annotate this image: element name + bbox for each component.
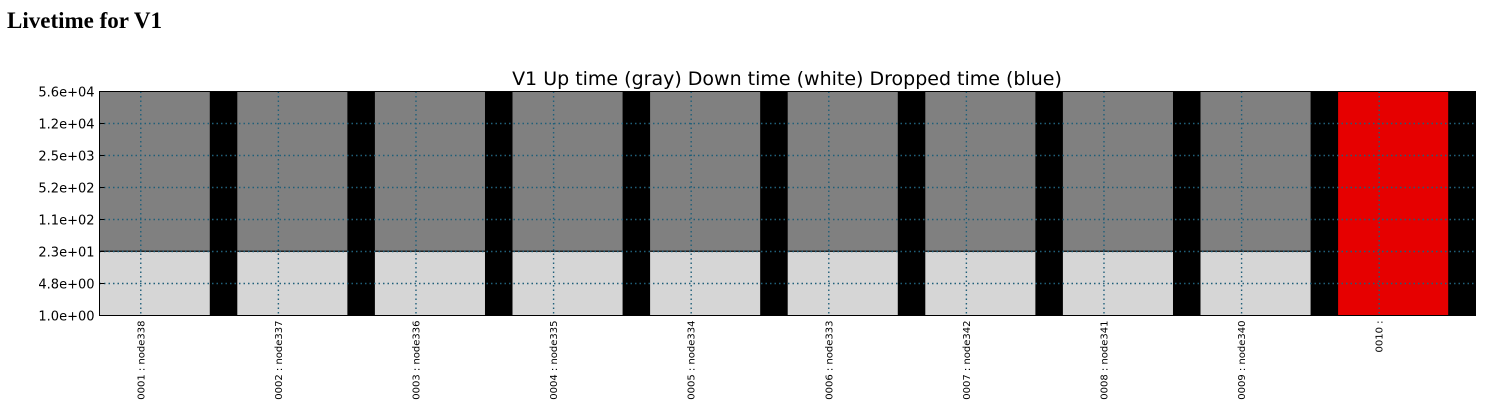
y-tick-label: 2.5e+03 [38, 150, 94, 165]
plot-frame [99, 91, 1476, 316]
y-tick-label: 5.6e+04 [38, 86, 94, 101]
bar-highlight [1338, 91, 1449, 316]
bar-up-time [99, 91, 210, 252]
bar-down-time [650, 251, 761, 316]
x-tick-label: 0008 : node341 [1099, 321, 1110, 400]
x-tick-label: 0001 : node338 [136, 321, 147, 400]
y-tick-label: 1.2e+04 [38, 118, 94, 133]
bar-up-time [650, 91, 761, 252]
bar-down-time [925, 251, 1036, 316]
x-tick-label: 0002 : node337 [274, 321, 285, 400]
y-tick-label: 2.3e+01 [38, 246, 94, 261]
x-tick-label: 0003 : node336 [411, 321, 422, 400]
bar-up-time [512, 91, 623, 252]
page-heading: Livetime for V1 [7, 8, 163, 33]
bars-layer [99, 91, 1476, 316]
x-tick-label: 0004 : node335 [549, 321, 560, 400]
x-axis: 0001 : node338 0002 : node337 0003 : node3… [136, 321, 1385, 400]
y-tick-label: 4.8e+00 [38, 278, 94, 293]
bar-up-time [237, 91, 348, 252]
x-tick-label: 0006 : node333 [824, 321, 835, 400]
chart-title: V1 Up time (gray) Down time (white) Drop… [512, 68, 1062, 90]
bar-down-time [374, 251, 485, 316]
bar-up-time [374, 91, 485, 252]
y-tick-label: 1.0e+00 [38, 310, 94, 325]
grid-layer [99, 91, 1476, 316]
y-axis: 1.0e+00 4.8e+00 2.3e+01 1.1e+02 5.2e+02 2.5e+… [38, 86, 105, 325]
y-tick-label: 1.1e+02 [38, 214, 94, 229]
bar-up-time [1200, 91, 1311, 252]
bar-up-time [1062, 91, 1173, 252]
bar-up-time [925, 91, 1036, 252]
bar-down-time [1200, 251, 1311, 316]
bar-up-time [787, 91, 898, 252]
y-tick-label: 5.2e+02 [38, 182, 94, 197]
x-tick-label: 0005 : node334 [687, 321, 698, 400]
x-tick-label: 0007 : node342 [962, 321, 973, 400]
x-tick-label: 0010 : [1375, 321, 1386, 353]
x-tick-label: 0009 : node340 [1237, 321, 1248, 400]
